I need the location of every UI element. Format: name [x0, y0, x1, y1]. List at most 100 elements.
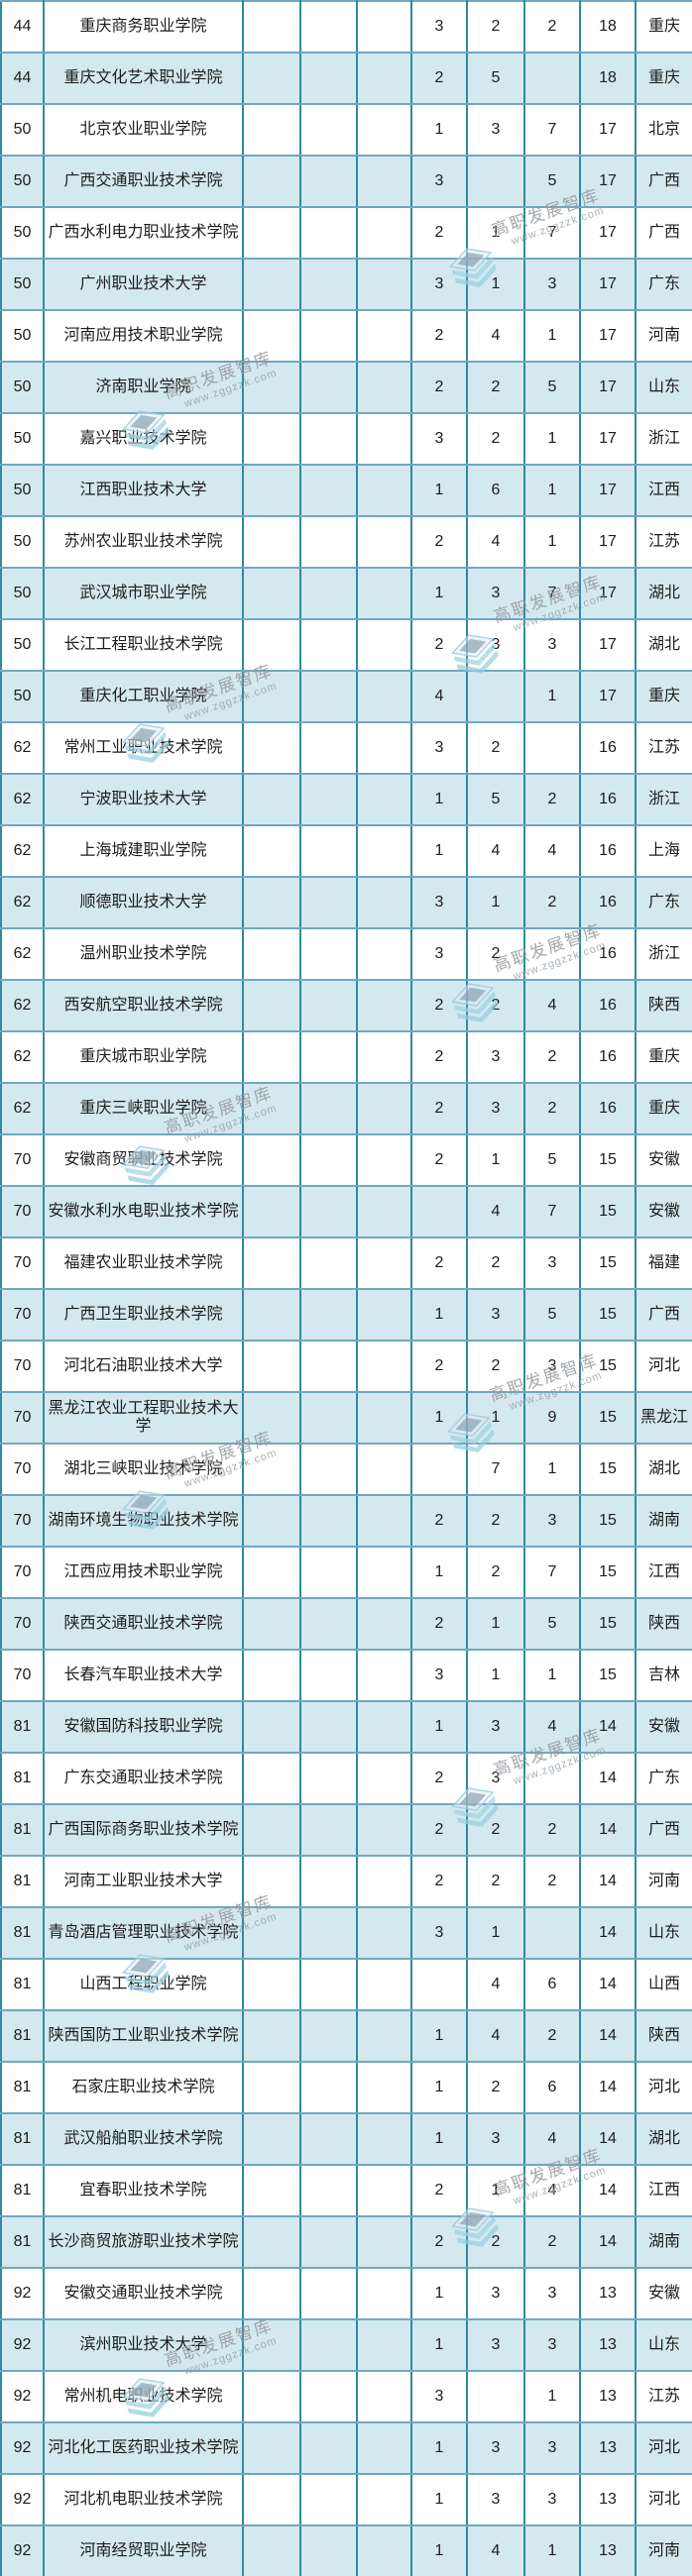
- cell-score-3: 1: [523, 2370, 581, 2423]
- table-row: 50 长江工程职业技术学院 2 3 3 17 湖北: [0, 618, 692, 672]
- cell-rank: 81: [0, 1700, 45, 1754]
- cell-college-name: 安徽交通职业技术学院: [43, 2267, 244, 2320]
- cell-total: 15: [579, 1391, 636, 1445]
- cell-total: 15: [579, 1288, 636, 1342]
- cell-empty-3: [356, 1494, 412, 1548]
- cell-score-3: [523, 927, 581, 981]
- cell-rank: 62: [0, 721, 45, 775]
- cell-rank: 50: [0, 309, 45, 363]
- cell-empty-1: [242, 2061, 301, 2114]
- cell-rank: 92: [0, 2473, 45, 2526]
- cell-total: 16: [579, 773, 636, 826]
- cell-score-3: 7: [523, 567, 581, 620]
- cell-empty-2: [299, 1443, 358, 1496]
- cell-total: 14: [579, 1906, 636, 1960]
- cell-score-2: 1: [466, 1906, 525, 1960]
- table-row: 92 河北机电职业技术学院 1 3 3 13 河北: [0, 2473, 692, 2526]
- table-row: 81 长沙商贸旅游职业技术学院 2 2 2 14 湖南: [0, 2215, 692, 2269]
- cell-empty-1: [242, 1649, 301, 1702]
- cell-score-2: [466, 155, 525, 208]
- cell-empty-2: [299, 258, 358, 311]
- cell-score-1: 3: [410, 2370, 468, 2423]
- cell-score-3: 3: [523, 2421, 581, 2475]
- cell-empty-2: [299, 979, 358, 1032]
- cell-score-1: 3: [410, 721, 468, 775]
- cell-province: 湖北: [634, 567, 692, 620]
- cell-score-2: 4: [466, 824, 525, 878]
- cell-rank: 50: [0, 155, 45, 208]
- cell-score-2: 2: [466, 721, 525, 775]
- cell-province: 湖北: [634, 618, 692, 672]
- cell-rank: 70: [0, 1288, 45, 1342]
- cell-total: 15: [579, 1649, 636, 1702]
- cell-province: 浙江: [634, 412, 692, 466]
- cell-college-name: 青岛酒店管理职业技术学院: [43, 1906, 244, 1960]
- cell-empty-2: [299, 876, 358, 929]
- cell-score-1: 2: [410, 1030, 468, 1084]
- cell-score-2: 7: [466, 1443, 525, 1496]
- cell-empty-2: [299, 1700, 358, 1754]
- cell-score-2: 3: [466, 1752, 525, 1805]
- cell-empty-1: [242, 1133, 301, 1187]
- cell-score-2: 4: [466, 1185, 525, 1238]
- cell-empty-1: [242, 0, 301, 54]
- cell-rank: 62: [0, 1082, 45, 1135]
- cell-empty-3: [356, 103, 412, 157]
- cell-college-name: 重庆化工职业学院: [43, 670, 244, 723]
- cell-total: 14: [579, 2061, 636, 2114]
- cell-score-2: 6: [466, 464, 525, 517]
- cell-score-2: 1: [466, 2164, 525, 2217]
- cell-province: 重庆: [634, 1082, 692, 1135]
- table-row: 70 湖北三峡职业技术学院 7 1 15 湖北: [0, 1443, 692, 1496]
- cell-score-2: 4: [466, 2009, 525, 2063]
- cell-score-2: 1: [466, 1649, 525, 1702]
- table-row: 92 河北化工医药职业技术学院 1 3 3 13 河北: [0, 2421, 692, 2475]
- cell-rank: 50: [0, 618, 45, 672]
- table-row: 70 安徽商贸职业技术学院 2 1 5 15 安徽: [0, 1133, 692, 1187]
- cell-empty-2: [299, 2421, 358, 2475]
- cell-score-1: 2: [410, 979, 468, 1032]
- cell-college-name: 宁波职业技术大学: [43, 773, 244, 826]
- cell-score-3: 7: [523, 1546, 581, 1599]
- cell-score-2: 2: [466, 412, 525, 466]
- cell-score-1: [410, 1958, 468, 2011]
- cell-province: 重庆: [634, 52, 692, 105]
- cell-empty-3: [356, 52, 412, 105]
- cell-empty-3: [356, 464, 412, 517]
- cell-rank: 62: [0, 824, 45, 878]
- cell-empty-1: [242, 1597, 301, 1651]
- cell-total: 16: [579, 721, 636, 775]
- cell-empty-1: [242, 618, 301, 672]
- cell-score-1: 1: [410, 2267, 468, 2320]
- cell-empty-3: [356, 258, 412, 311]
- cell-province: 河南: [634, 1855, 692, 1908]
- cell-empty-3: [356, 2112, 412, 2166]
- cell-score-3: 4: [523, 824, 581, 878]
- cell-score-1: 3: [410, 876, 468, 929]
- cell-total: 14: [579, 2112, 636, 2166]
- cell-rank: 81: [0, 1855, 45, 1908]
- cell-score-3: [523, 1752, 581, 1805]
- cell-empty-1: [242, 361, 301, 414]
- cell-empty-3: [356, 567, 412, 620]
- cell-empty-2: [299, 721, 358, 775]
- cell-total: 14: [579, 1803, 636, 1857]
- cell-empty-2: [299, 618, 358, 672]
- cell-score-2: 3: [466, 2112, 525, 2166]
- cell-empty-3: [356, 670, 412, 723]
- cell-score-3: 1: [523, 1649, 581, 1702]
- cell-empty-3: [356, 1236, 412, 1290]
- cell-empty-1: [242, 2009, 301, 2063]
- cell-score-1: 2: [410, 1597, 468, 1651]
- cell-college-name: 陕西交通职业技术学院: [43, 1597, 244, 1651]
- cell-rank: 81: [0, 2215, 45, 2269]
- cell-province: 陕西: [634, 1597, 692, 1651]
- cell-empty-2: [299, 515, 358, 569]
- cell-score-2: 3: [466, 1700, 525, 1754]
- cell-empty-1: [242, 2318, 301, 2372]
- cell-rank: 50: [0, 258, 45, 311]
- cell-rank: 81: [0, 1958, 45, 2011]
- cell-empty-3: [356, 2318, 412, 2372]
- cell-empty-1: [242, 567, 301, 620]
